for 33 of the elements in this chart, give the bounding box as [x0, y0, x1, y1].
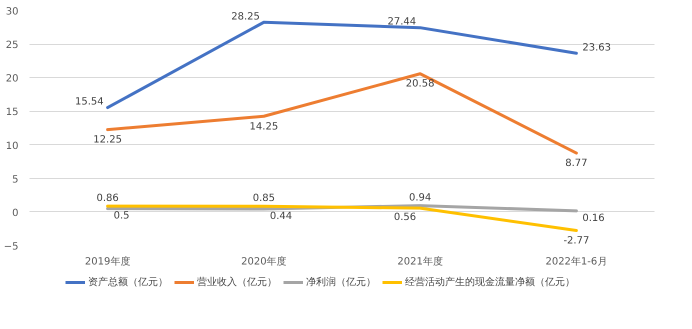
y-tick-label: 10 — [6, 140, 19, 152]
data-label: 0.16 — [582, 212, 605, 224]
legend-label: 资产总额（亿元） — [88, 276, 168, 289]
x-tick-label: 2019年度 — [84, 256, 130, 268]
data-label: -2.77 — [563, 236, 590, 247]
legend-label: 净利润（亿元） — [306, 276, 376, 289]
y-tick-label: 15 — [6, 107, 19, 118]
data-label: 12.25 — [93, 134, 122, 146]
y-tick-label: 25 — [6, 40, 19, 52]
x-tick-label: 2020年度 — [241, 256, 287, 268]
data-label: 15.54 — [74, 96, 104, 108]
data-label: 0.44 — [270, 210, 292, 222]
data-label: 23.63 — [582, 42, 612, 54]
data-label: 0.85 — [252, 193, 276, 204]
data-label: 0.56 — [394, 212, 416, 224]
x-tick-label: 2021年度 — [397, 256, 443, 268]
legend-label: 经营活动产生的现金流量净额（亿元） — [405, 276, 575, 289]
data-label: 14.25 — [250, 121, 278, 132]
y-tick-label: 5 — [12, 174, 19, 186]
y-tick-label: 30 — [6, 6, 19, 18]
line-series — [106, 204, 578, 232]
y-tick-label: 0 — [12, 208, 19, 219]
data-label: 0.5 — [114, 210, 130, 222]
x-tick-label: 2022年1-6月 — [545, 256, 608, 268]
data-label: 0.94 — [408, 192, 432, 204]
data-label: 28.25 — [231, 11, 260, 22]
data-label: 0.86 — [96, 193, 119, 204]
y-tick-label: −5 — [4, 242, 19, 252]
y-tick-label: 20 — [6, 74, 19, 85]
data-label: 20.58 — [406, 78, 434, 90]
legend-label: 营业收入（亿元） — [197, 276, 277, 289]
data-label: 27.44 — [387, 16, 416, 28]
data-label: 8.77 — [565, 158, 588, 170]
